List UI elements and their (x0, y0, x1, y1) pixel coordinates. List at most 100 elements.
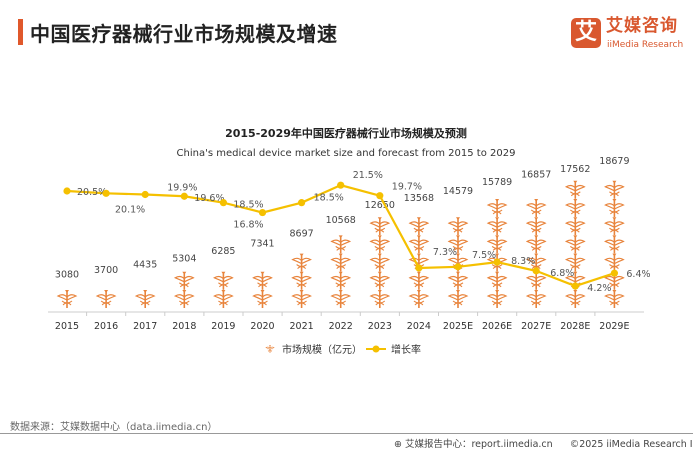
logo-name-cn: 艾媒咨询 (606, 16, 678, 36)
bar-icon (213, 289, 234, 309)
bar-icon (409, 289, 429, 309)
bar-2017: 4435 (133, 260, 157, 309)
bar-icon (526, 216, 547, 236)
bar-icon (448, 270, 468, 291)
bar-value-label: 5304 (172, 253, 196, 264)
bar-icon (330, 234, 351, 255)
growth-rate-point (298, 199, 306, 207)
bar-icon (291, 252, 312, 273)
x-tick-label: 2025E (443, 321, 473, 332)
bar-2028E: 17562 (560, 164, 590, 309)
x-tick-label: 2029E (599, 321, 629, 332)
growth-rate-label: 4.2% (587, 283, 611, 294)
bar-icon (252, 289, 273, 309)
bar-icon (174, 289, 195, 309)
chart-title: 2015-2029年中国医疗器械行业市场规模及预测 (225, 126, 467, 140)
bar-2029E: 18679 (599, 156, 630, 309)
legend-bar-icon (265, 344, 275, 354)
bar-icon (604, 180, 625, 200)
bar-value-label: 14579 (443, 186, 473, 197)
bar-icon (526, 289, 547, 309)
bar-2025E: 14579 (443, 186, 473, 309)
legend-line-label: 增长率 (391, 343, 421, 356)
copyright: ©2025 iiMedia Research Inc (569, 439, 693, 450)
bar-icon (57, 289, 77, 309)
bar-icon (565, 289, 586, 309)
growth-rate-point (219, 199, 227, 207)
bar-icon-partial (527, 181, 545, 199)
growth-rate-label: 18.5% (314, 193, 344, 204)
x-tick-label: 2019 (211, 321, 235, 332)
bar-icon (448, 216, 468, 236)
x-tick-label: 2028E (560, 321, 590, 332)
bar-icon (252, 270, 273, 291)
bar-icon (369, 216, 390, 236)
bar-value-label: 8697 (290, 229, 314, 240)
legend: 市场规模（亿元） 增长率 (265, 343, 421, 356)
growth-rate-label: 21.5% (353, 170, 383, 181)
growth-rate-label: 7.5% (472, 250, 496, 261)
x-tick-label: 2015 (55, 321, 79, 332)
growth-rate-point (454, 263, 462, 271)
bar-icon (369, 234, 390, 255)
bar-icon (213, 270, 234, 291)
growth-rate-label: 18.5% (233, 200, 263, 211)
bar-2019: 6285 (211, 246, 235, 309)
growth-rate-point (258, 208, 267, 217)
footer-right: ⊕ 艾媒报告中心：report.iimedia.cn ©2025 iiMedia… (394, 436, 693, 450)
bar-icon (526, 198, 547, 218)
bar-icon-partial (136, 272, 154, 290)
growth-rate-point (571, 282, 579, 290)
bar-icon (369, 252, 390, 273)
legend-line-dot (372, 345, 380, 353)
x-tick-label: 2020 (250, 321, 274, 332)
bar-icon (604, 234, 625, 255)
growth-rate-label: 16.8% (233, 220, 263, 231)
bar-icon (369, 270, 390, 291)
growth-rate-label: 20.5% (77, 187, 107, 198)
logo-name-en: iiMedia Research (607, 40, 684, 50)
growth-rate-label: 19.9% (167, 182, 197, 193)
growth-rate-point (376, 192, 384, 200)
bar-icon (604, 216, 625, 236)
bar-icon (565, 234, 586, 255)
bar-icon (409, 216, 429, 236)
bar-value-label: 3080 (55, 270, 79, 281)
bar-icon (565, 180, 586, 200)
growth-rate-point (63, 187, 71, 195)
x-tick-label: 2018 (172, 321, 196, 332)
x-tick-label: 2021 (290, 321, 314, 332)
bar-icon (526, 234, 547, 255)
bar-value-label: 15789 (482, 177, 512, 188)
bar-value-label: 16857 (521, 169, 551, 180)
bar-icon (291, 289, 312, 309)
bar-value-label: 6285 (211, 246, 235, 257)
bar-2024: 13568 (404, 193, 434, 309)
bar-icon-partial (449, 199, 467, 217)
logo-mark: 艾 (571, 18, 601, 48)
bar-icon (96, 289, 116, 309)
bar-icon (369, 289, 390, 309)
bar-icon (174, 270, 195, 291)
bar-icon (565, 198, 586, 218)
bar-value-label: 4435 (133, 260, 157, 271)
globe-icon: ⊕ (394, 439, 405, 450)
x-tick-label: 2024 (407, 321, 431, 332)
bar-value-label: 10568 (326, 215, 356, 226)
report-center[interactable]: 艾媒报告中心：report.iimedia.cn (404, 439, 553, 450)
bar-icon (565, 216, 586, 236)
bar-icon (330, 252, 351, 273)
growth-rate-point (180, 192, 188, 200)
bar-icon (487, 216, 507, 236)
bar-icon-partial (254, 254, 272, 272)
chart: 2015-2029年中国医疗器械行业市场规模及预测 China's medica… (48, 126, 651, 356)
footer-divider (0, 433, 693, 434)
bar-icon (604, 198, 625, 218)
growth-rate-label: 19.7% (392, 182, 422, 193)
growth-rate-point (610, 269, 619, 277)
growth-rate-point (337, 181, 345, 189)
title-accent-bar (18, 19, 23, 45)
bar-2023: 12650 (365, 200, 395, 309)
growth-rate-label: 8.3% (511, 256, 535, 267)
